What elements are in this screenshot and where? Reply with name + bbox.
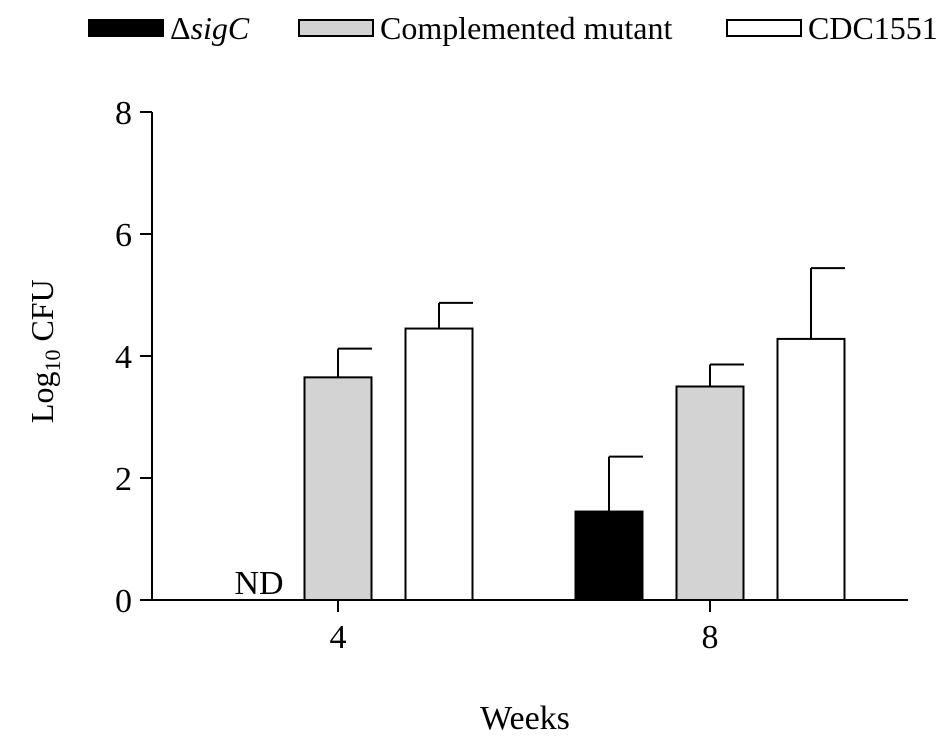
y-tick-label-8: 8 bbox=[115, 95, 132, 132]
x-axis-label: Weeks bbox=[480, 700, 570, 737]
legend-item-complemented: Complemented mutant bbox=[298, 8, 672, 48]
bar-1-4 bbox=[303, 376, 373, 601]
x-tick-label-4: 4 bbox=[330, 619, 347, 656]
legend-item-cdc1551: CDC1551 bbox=[726, 8, 938, 48]
y-tick-label-6: 6 bbox=[115, 217, 132, 254]
legend-label-cdc1551: CDC1551 bbox=[808, 10, 938, 46]
legend-label-sigc: ΔsigC bbox=[170, 10, 250, 46]
bar-2-8 bbox=[776, 337, 846, 601]
bar-2-4 bbox=[404, 327, 474, 601]
bar-0-8 bbox=[574, 510, 644, 601]
legend-label-complemented: Complemented mutant bbox=[380, 10, 673, 46]
y-tick-label-4: 4 bbox=[115, 339, 132, 376]
legend-item-sigc: ΔsigC bbox=[88, 8, 249, 48]
y-tick-label-2: 2 bbox=[115, 461, 132, 498]
legend-swatch-cdc1551 bbox=[726, 19, 802, 37]
y-axis-label: Log10 CFU bbox=[23, 279, 66, 424]
y-tick-label-0: 0 bbox=[115, 583, 132, 620]
x-tick-label-8: 8 bbox=[702, 619, 719, 656]
bar-1-8 bbox=[675, 385, 745, 601]
legend-swatch-complemented bbox=[298, 19, 374, 37]
legend: ΔsigC Complemented mutant CDC1551 bbox=[0, 8, 949, 48]
annotation-nd: ND bbox=[234, 565, 283, 602]
legend-swatch-sigc bbox=[88, 19, 164, 37]
